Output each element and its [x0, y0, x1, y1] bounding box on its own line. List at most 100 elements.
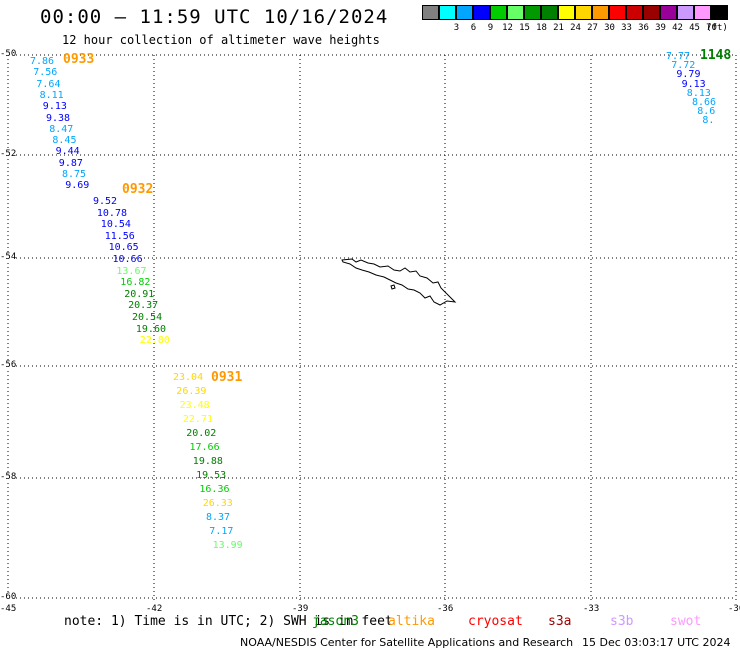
- legend-label: 3: [453, 23, 460, 33]
- wave-height-value: 10.78: [96, 207, 127, 219]
- wave-height-value: 7.56: [33, 67, 58, 79]
- lon-tick-label: -42: [146, 604, 163, 614]
- satellite-name: altika: [388, 614, 435, 629]
- legend-swatch: [592, 5, 609, 20]
- wave-height-value: 9.13: [42, 101, 67, 113]
- wave-height-value: 13.67: [116, 265, 147, 277]
- legend-swatch: [507, 5, 524, 20]
- wave-height-value: 19.88: [192, 456, 223, 467]
- lon-tick-label: -45: [0, 604, 17, 614]
- legend-unit: (ft): [706, 23, 728, 33]
- pass-time-label: 0932: [122, 182, 154, 197]
- legend-label: 9: [487, 23, 494, 33]
- wave-height-value: 23.48: [179, 400, 210, 411]
- legend-label: 39: [655, 23, 666, 33]
- island-coastline: [341, 258, 457, 306]
- pass-time-label: 1148: [700, 48, 732, 63]
- page-subtitle: 12 hour collection of altimeter wave hei…: [62, 33, 380, 47]
- wave-height-value: 9.38: [46, 112, 71, 124]
- pass-time-label: 0931: [211, 370, 243, 385]
- lat-tick-label: -50: [0, 49, 17, 59]
- page-title: 00:00 – 11:59 UTC 10/16/2024: [40, 6, 389, 28]
- legend-label: 12: [502, 23, 513, 33]
- legend-label: 24: [570, 23, 581, 33]
- wave-height-value: 22.80: [139, 335, 170, 347]
- wave-height-value: 8.47: [49, 123, 74, 135]
- lon-tick-label: -33: [583, 604, 600, 614]
- wave-height-value: 8.6: [697, 106, 716, 118]
- satellite-name: s3b: [610, 614, 634, 629]
- wave-height-value: 7.86: [30, 56, 55, 67]
- legend-swatch: [541, 5, 558, 20]
- satellite-name: s3a: [548, 614, 572, 629]
- legend-label: 42: [672, 23, 683, 33]
- legend-swatch: [677, 5, 694, 20]
- legend-label: 27: [587, 23, 598, 33]
- legend-swatch: [456, 5, 473, 20]
- wave-height-value: 20.54: [132, 312, 163, 323]
- legend-swatch: [575, 5, 592, 20]
- wave-height-value: 8.11: [39, 89, 64, 101]
- legend-swatch: [558, 5, 575, 20]
- satellite-name: swot: [670, 614, 702, 629]
- pass-time-label: 0933: [63, 52, 95, 67]
- wave-height-value: 17.66: [189, 442, 220, 453]
- legend-label: 70: [706, 23, 717, 33]
- legend-swatch: [660, 5, 677, 20]
- wave-height-value: 9.44: [55, 146, 80, 158]
- wave-height-value: 7.72: [671, 60, 696, 72]
- generated-timestamp: 15 Dec 03:03:17 UTC 2024: [582, 636, 731, 649]
- legend-swatch: [711, 5, 728, 20]
- footnote: note: 1) Time is in UTC; 2) SWH is in fe…: [64, 614, 393, 629]
- wave-height-value: 7.64: [36, 78, 61, 90]
- lon-tick-label: -39: [292, 604, 309, 614]
- satellite-name: jason3: [312, 614, 359, 629]
- legend-swatch: [626, 5, 643, 20]
- legend-swatch: [422, 5, 439, 20]
- wave-height-value: 20.37: [128, 300, 159, 312]
- lat-tick-label: -52: [0, 149, 17, 159]
- legend-label: 18: [536, 23, 547, 33]
- wave-height-value: 19.60: [135, 323, 166, 335]
- satellite-name: cryosat: [468, 614, 523, 629]
- lat-tick-label: -54: [0, 252, 17, 262]
- legend-swatch: [694, 5, 711, 20]
- wave-height-value: 8.75: [62, 169, 87, 180]
- legend-label: 21: [553, 23, 564, 33]
- wave-height-value: 16.82: [120, 277, 151, 289]
- lat-tick-label: -60: [0, 592, 17, 602]
- wave-height-value: 16.36: [199, 484, 230, 495]
- lat-tick-label: -58: [0, 472, 17, 482]
- wave-height-value: 7.17: [209, 526, 234, 537]
- legend-swatch: [490, 5, 507, 20]
- wave-height-value: 10.66: [112, 254, 143, 265]
- wave-height-value: 9.69: [65, 180, 90, 192]
- wave-height-value: 20.02: [186, 428, 217, 439]
- wave-height-value: 11.56: [104, 230, 135, 242]
- wave-height-value: 23.04: [173, 372, 204, 383]
- lat-tick-label: -56: [0, 360, 17, 370]
- wave-height-value: 8.37: [206, 512, 231, 523]
- legend-swatch: [643, 5, 660, 20]
- legend-label: 6: [470, 23, 477, 33]
- lon-tick-label: -30: [728, 604, 740, 614]
- legend-label: 36: [638, 23, 649, 33]
- lat-lon-grid: [7, 54, 737, 600]
- wave-height-value: 10.54: [100, 219, 131, 231]
- legend-swatch: [439, 5, 456, 20]
- legend-swatch: [524, 5, 541, 20]
- wave-height-value: 9.79: [676, 69, 701, 81]
- wave-height-value: 19.53: [196, 470, 227, 481]
- legend-label: 30: [604, 23, 615, 33]
- wave-height-value: 26.33: [202, 498, 233, 509]
- wave-height-value: 8.13: [686, 87, 711, 99]
- legend-swatch: [473, 5, 490, 20]
- credit-line: NOAA/NESDIS Center for Satellite Applica…: [240, 636, 574, 649]
- legend-label: 45: [689, 23, 700, 33]
- lon-tick-label: -36: [437, 604, 454, 614]
- wave-height-value: 13.99: [212, 540, 243, 551]
- wave-height-value: 22.71: [182, 414, 213, 425]
- wave-height-value: 9.87: [58, 157, 83, 169]
- legend-label: 15: [519, 23, 530, 33]
